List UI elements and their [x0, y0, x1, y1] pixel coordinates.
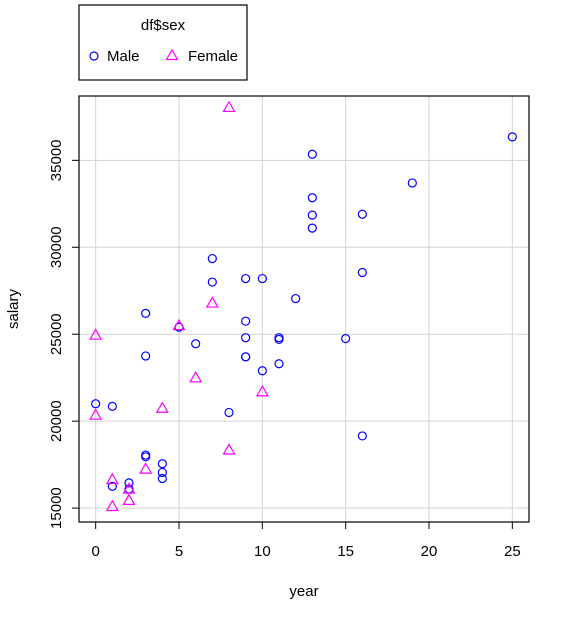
male-point: [141, 452, 151, 462]
male-point: [224, 407, 234, 418]
y-tick-label: 25000: [48, 313, 65, 355]
x-tick-label: 20: [421, 543, 438, 560]
y-tick-label: 15000: [48, 487, 65, 529]
y-tick-label: 30000: [48, 226, 65, 268]
female-point: [189, 370, 203, 383]
y-axis-label: salary: [5, 288, 22, 329]
male-point: [307, 223, 317, 233]
x-tick-label: 15: [337, 543, 354, 560]
male-point: [191, 339, 201, 349]
male-point: [357, 209, 367, 219]
legend-box: [78, 4, 248, 81]
male-point: [241, 316, 251, 326]
female-point: [122, 493, 136, 505]
female-point: [172, 318, 186, 331]
legend: df$sex Male Female: [78, 4, 248, 81]
legend-female-marker: [165, 48, 179, 61]
male-point: [241, 273, 251, 284]
female-point: [255, 384, 269, 397]
female-point: [89, 328, 103, 340]
male-point: [257, 366, 267, 376]
male-point: [307, 210, 317, 220]
male-point: [207, 277, 217, 287]
male-point: [107, 401, 117, 411]
plot-frame: [78, 95, 530, 523]
x-tick-label: 5: [175, 543, 183, 560]
male-point: [91, 399, 101, 409]
male-point: [307, 193, 317, 203]
male-point: [407, 178, 417, 188]
legend-title: df$sex: [141, 17, 186, 34]
x-tick-label: 25: [504, 543, 521, 560]
x-axis-label: year: [289, 583, 318, 600]
male-point: [141, 308, 151, 318]
female-point: [222, 100, 236, 113]
male-point: [157, 459, 167, 469]
legend-male-label: Male: [107, 48, 140, 65]
legend-female-label: Female: [188, 48, 238, 65]
female-point: [122, 482, 136, 494]
male-point: [257, 273, 267, 284]
y-tick-label: 35000: [48, 139, 65, 181]
x-tick-label: 0: [91, 543, 99, 560]
male-point: [124, 478, 134, 488]
male-point: [207, 253, 217, 264]
male-point: [157, 467, 167, 478]
female-point: [205, 296, 219, 308]
male-point: [241, 352, 251, 362]
female-point: [155, 401, 169, 413]
male-point: [357, 431, 367, 441]
male-point: [307, 149, 317, 159]
female-point: [89, 408, 103, 420]
axes: 0 5 10 15 20 25 15000 20000 25000 30000 35000: [48, 139, 521, 560]
male-point: [291, 293, 301, 304]
male-point: [157, 473, 167, 484]
male-point: [274, 334, 284, 345]
male-point: [341, 333, 351, 344]
female-point: [105, 499, 119, 512]
male-point: [107, 481, 117, 491]
male-point: [507, 132, 517, 142]
y-tick-label: 20000: [48, 400, 65, 442]
male-point: [357, 267, 367, 278]
female-point: [222, 443, 236, 455]
male-point: [274, 359, 284, 369]
legend-male-marker: [89, 51, 99, 61]
male-point: [241, 333, 251, 343]
x-tick-label: 10: [254, 543, 271, 560]
female-point: [105, 472, 119, 485]
data-points: [89, 100, 517, 512]
male-point: [141, 351, 151, 361]
grid-lines: [79, 96, 529, 522]
female-point: [139, 462, 153, 474]
